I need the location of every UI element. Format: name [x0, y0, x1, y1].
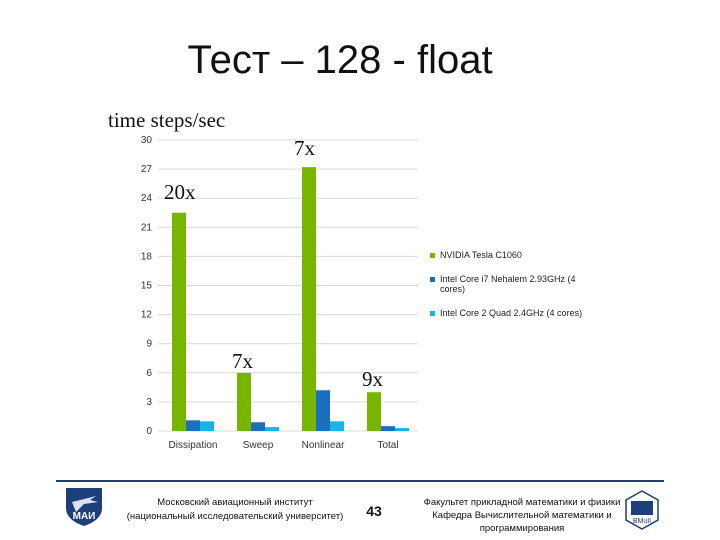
- footer-department-line3: программирования: [479, 523, 565, 534]
- x-tick-label: Dissipation: [169, 440, 218, 451]
- legend-swatch-tesla: [430, 253, 435, 258]
- x-tick-label: Sweep: [243, 440, 274, 451]
- mai-logo-text: МАИ: [73, 511, 96, 522]
- page-number: 43: [366, 503, 382, 519]
- slide-title: Тест – 128 - float: [187, 38, 493, 82]
- y-tick-label: 27: [141, 164, 153, 175]
- y-tick-label: 12: [141, 310, 153, 321]
- bar-sweep-series-1: [251, 422, 265, 431]
- legend-label: Intel Core i7 Nehalem 2.93GHz (4 cores): [440, 274, 576, 294]
- department-logo-text: BMuII: [633, 518, 651, 525]
- legend-label: NVIDIA Tesla C1060: [440, 250, 522, 260]
- x-tick-label: Nonlinear: [302, 440, 345, 451]
- legend-swatch-nehalem: [430, 277, 435, 282]
- chart-y-axis-label: time steps/sec: [108, 108, 226, 132]
- x-tick-label: Total: [377, 440, 398, 451]
- y-tick-label: 3: [146, 397, 152, 408]
- y-tick-label: 21: [141, 222, 153, 233]
- legend-item: Intel Core i7 Nehalem 2.93GHz (4 cores): [430, 274, 600, 294]
- y-tick-label: 15: [141, 281, 153, 292]
- y-tick-label: 0: [146, 426, 152, 437]
- speedup-annotation: 7x: [294, 136, 316, 160]
- bar-nonlinear-series-0: [302, 167, 316, 431]
- bar-nonlinear-series-2: [330, 421, 344, 431]
- legend-item: Intel Core 2 Quad 2.4GHz (4 cores): [430, 308, 600, 318]
- y-tick-label: 30: [141, 135, 153, 146]
- legend-item: NVIDIA Tesla C1060: [430, 250, 600, 260]
- footer-institution: Московский авиационный институт (национа…: [110, 496, 360, 524]
- legend-label: Intel Core 2 Quad 2.4GHz (4 cores): [440, 308, 583, 318]
- bar-sweep-series-2: [265, 427, 279, 431]
- department-logo-icon: BMuII: [625, 490, 659, 530]
- bar-chart: 0 3 6 9 12 15 18 21 24 27 30 Dissipation Sweep Nonlin…: [141, 135, 418, 451]
- y-tick-label: 9: [146, 339, 152, 350]
- footer-institution-line1: Московский авиационный институт: [157, 497, 313, 508]
- speedup-annotation: 9x: [362, 367, 384, 391]
- bar-dissipation-series-1: [186, 420, 200, 431]
- speedup-annotation: 7x: [232, 349, 254, 373]
- footer-department-line1: Факультет прикладной математики и физики: [423, 497, 621, 508]
- speedup-annotation: 20x: [164, 180, 196, 204]
- y-tick-label: 24: [141, 193, 153, 204]
- bar-dissipation-series-2: [200, 421, 214, 431]
- bar-nonlinear-series-1: [316, 390, 330, 431]
- bar-total-series-0: [367, 392, 381, 431]
- bar-dissipation-series-0: [172, 212, 186, 431]
- bar-total-series-2: [395, 428, 409, 431]
- bar-total-series-1: [381, 426, 395, 431]
- footer-divider: [56, 480, 664, 482]
- mai-logo-icon: МАИ: [66, 488, 102, 526]
- y-tick-label: 18: [141, 251, 153, 262]
- footer-department-line2: Кафедра Вычислительной математики и: [432, 510, 612, 521]
- footer-department: Факультет прикладной математики и физики…: [412, 496, 632, 535]
- legend-swatch-quad: [430, 311, 435, 316]
- y-tick-label: 6: [146, 368, 152, 379]
- footer-institution-line2: (национальный исследовательский универси…: [126, 511, 344, 522]
- chart-legend: NVIDIA Tesla C1060 Intel Core i7 Nehalem…: [430, 250, 600, 332]
- bar-sweep-series-0: [237, 372, 251, 431]
